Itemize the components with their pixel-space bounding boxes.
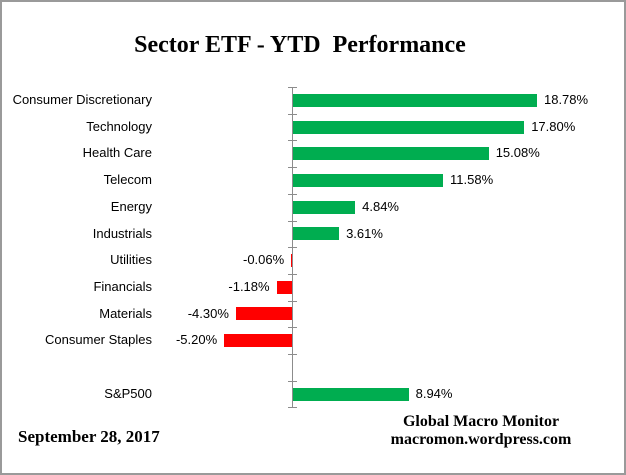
value-label: -5.20%: [175, 332, 218, 348]
value-label: -4.30%: [187, 305, 229, 321]
chart-title: Sector ETF - YTD Performance: [134, 32, 466, 58]
bar-positive: [292, 93, 537, 107]
axis-tick: [288, 140, 297, 142]
category-label: Consumer Staples: [45, 332, 152, 348]
value-label: 17.80%: [531, 118, 576, 134]
category-label: Consumer Discretionary: [12, 92, 152, 107]
category-label: Health Care: [82, 145, 152, 161]
value-label: 11.58%: [450, 172, 494, 188]
value-label: 8.94%: [415, 385, 453, 401]
axis-tick: [288, 300, 297, 302]
source-credit-line2: macromon.wordpress.com: [390, 430, 572, 448]
bar-positive: [292, 200, 356, 214]
axis-tick: [288, 193, 297, 195]
value-label: 15.08%: [495, 145, 540, 161]
axis-tick: [288, 167, 297, 169]
axis-tick: [288, 247, 297, 249]
category-label: Energy: [110, 198, 152, 214]
category-label: S&P500: [104, 385, 152, 401]
bar-positive: [292, 120, 525, 134]
axis-tick: [288, 220, 297, 222]
date-label: September 28, 2017: [18, 427, 160, 446]
category-label: Telecom: [103, 172, 152, 188]
axis-tick: [288, 327, 297, 329]
category-label: Materials: [99, 305, 152, 321]
value-label: 18.78%: [543, 92, 589, 107]
value-label: -1.18%: [228, 278, 270, 294]
axis-tick: [288, 273, 297, 275]
category-label: Financials: [93, 278, 152, 294]
value-label: 4.84%: [362, 198, 399, 214]
axis-tick: [288, 354, 297, 355]
bar-negative: [291, 254, 292, 268]
bar-positive: [292, 227, 340, 241]
category-label: Utilities: [110, 252, 152, 268]
category-label: Industrials: [92, 225, 152, 241]
value-label: 3.61%: [346, 225, 383, 241]
source-credit: Global Macro Monitor macromon.wordpress.…: [391, 413, 572, 449]
bar-positive: [292, 387, 409, 401]
axis-tick: [288, 87, 297, 88]
bar-negative: [224, 334, 292, 348]
bar-negative: [276, 280, 292, 294]
bar-negative: [235, 307, 292, 321]
axis-tick: [288, 380, 297, 382]
axis-tick: [288, 407, 297, 409]
bar-positive: [292, 173, 444, 187]
category-label: Technology: [86, 118, 152, 134]
value-label: -0.06%: [243, 252, 285, 268]
bar-positive: [292, 147, 489, 161]
axis-tick: [288, 113, 297, 115]
source-credit-line1: Global Macro Monitor: [402, 413, 560, 430]
